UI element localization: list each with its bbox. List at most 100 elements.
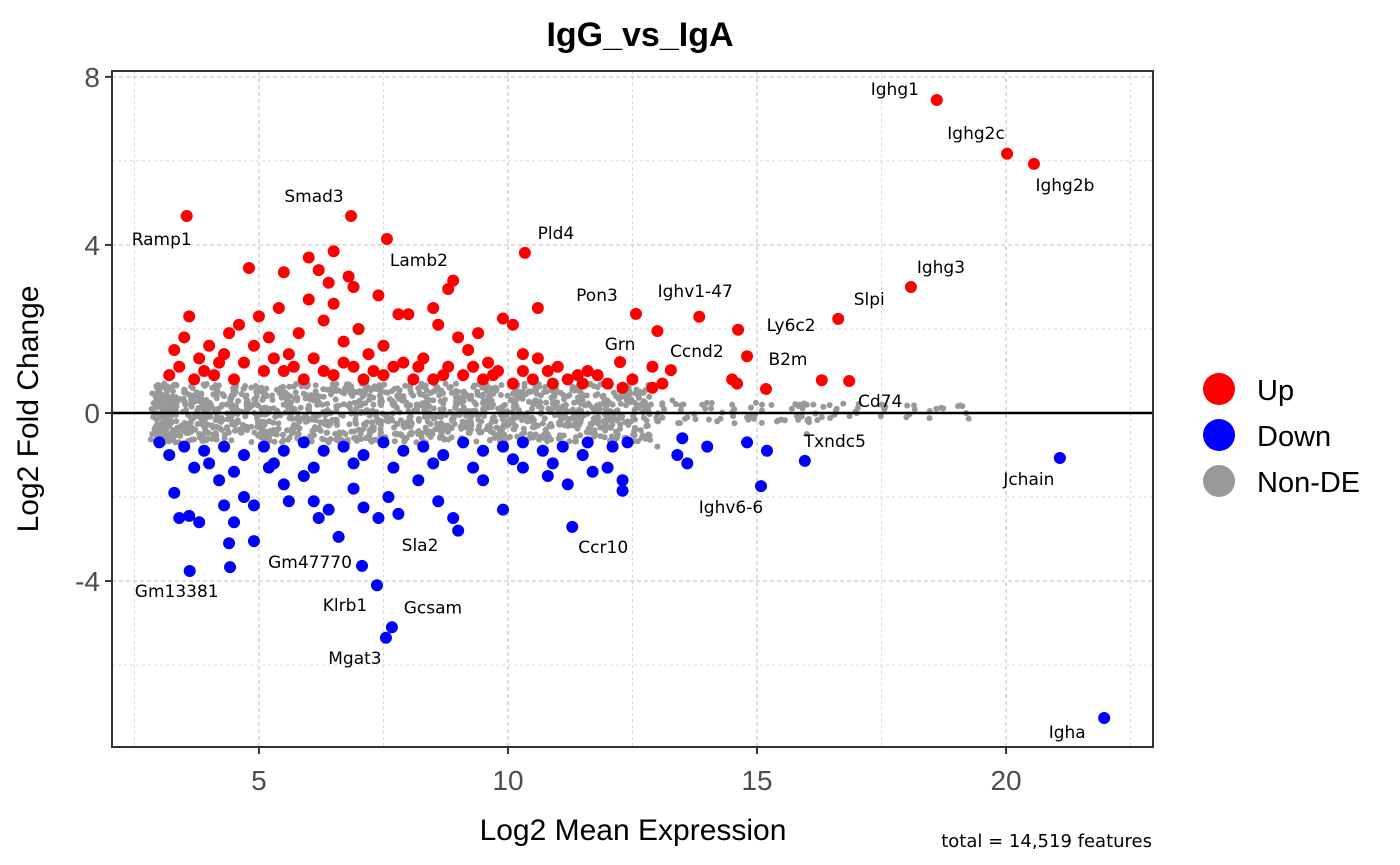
point-non-de <box>351 435 358 442</box>
point-non-de <box>153 397 160 404</box>
point-non-de <box>594 391 601 398</box>
point-non-de <box>290 405 297 412</box>
point-non-de <box>294 414 301 421</box>
point-non-de <box>333 387 340 394</box>
point-non-de <box>498 381 505 388</box>
point-non-de <box>203 397 210 404</box>
point-label: Ighg1 <box>871 80 919 100</box>
point-non-de <box>602 427 609 434</box>
point-down <box>556 440 569 453</box>
point-non-de <box>423 398 430 405</box>
point-label: Txndc5 <box>803 432 866 452</box>
point-non-de <box>285 399 292 406</box>
point-non-de <box>814 417 821 424</box>
point-up <box>482 356 495 369</box>
legend-swatch-non-de <box>1203 465 1235 497</box>
point-non-de <box>164 436 171 443</box>
point-up <box>447 274 460 287</box>
point-label: Ly6c2 <box>767 316 816 336</box>
point-up <box>576 377 589 390</box>
point-non-de <box>397 431 404 438</box>
point-non-de <box>312 388 319 395</box>
point-non-de <box>363 419 370 426</box>
point-down <box>332 530 345 543</box>
point-non-de <box>177 432 184 439</box>
point-non-de <box>758 419 765 426</box>
point-up <box>193 352 206 365</box>
point-non-de <box>442 380 449 387</box>
point-non-de <box>346 400 353 407</box>
point-non-de <box>362 400 369 407</box>
point-non-de <box>356 397 363 404</box>
point-non-de <box>729 401 736 408</box>
point-non-de <box>446 384 453 391</box>
point-up-labeled <box>732 323 745 336</box>
point-up <box>581 364 594 377</box>
point-non-de <box>476 423 483 430</box>
point-non-de <box>346 421 353 428</box>
point-up <box>252 310 265 323</box>
point-non-de <box>304 415 311 422</box>
point-non-de <box>260 419 267 426</box>
point-non-de <box>259 396 266 403</box>
point-non-de <box>366 384 373 391</box>
point-non-de <box>498 427 505 434</box>
point-non-de <box>181 399 188 406</box>
point-non-de <box>407 413 414 420</box>
point-non-de <box>669 397 676 404</box>
point-non-de <box>287 393 294 400</box>
point-non-de <box>564 419 571 426</box>
legend-swatch-down <box>1203 419 1235 451</box>
point-non-de <box>642 399 649 406</box>
point-non-de <box>241 385 248 392</box>
point-non-de <box>511 397 518 404</box>
point-down <box>606 440 619 453</box>
point-non-de <box>463 412 470 419</box>
point-down <box>347 482 360 495</box>
point-non-de <box>452 380 459 387</box>
point-up <box>302 251 315 264</box>
point-up <box>312 264 325 277</box>
point-up-labeled <box>930 93 943 106</box>
point-down <box>277 478 290 491</box>
point-non-de <box>275 425 282 432</box>
point-up <box>307 352 320 365</box>
point-non-de <box>457 423 464 430</box>
point-non-de <box>213 395 220 402</box>
y-tick-label: 4 <box>84 230 100 261</box>
point-non-de <box>366 428 373 435</box>
point-non-de <box>485 404 492 411</box>
point-label: Pon3 <box>576 286 618 306</box>
point-non-de <box>826 402 833 409</box>
point-non-de <box>340 389 347 396</box>
point-up <box>342 270 355 283</box>
point-non-de <box>248 438 255 445</box>
point-up <box>506 377 519 390</box>
point-up <box>257 364 270 377</box>
point-non-de <box>601 396 608 403</box>
x-tick-label: 15 <box>741 765 772 796</box>
point-non-de <box>794 413 801 420</box>
point-non-de <box>327 391 334 398</box>
point-up <box>242 262 255 275</box>
point-up <box>477 373 490 386</box>
point-non-de <box>160 382 167 389</box>
point-non-de <box>692 416 699 423</box>
point-non-de <box>846 413 853 420</box>
point-non-de <box>377 417 384 424</box>
point-up <box>452 331 465 344</box>
point-non-de <box>467 416 474 423</box>
point-non-de <box>213 436 220 443</box>
point-non-de <box>198 390 205 397</box>
point-non-de <box>285 436 292 443</box>
point-non-de <box>804 417 811 424</box>
point-non-de <box>432 426 439 433</box>
point-non-de <box>188 403 195 410</box>
point-down <box>257 440 270 453</box>
point-non-de <box>748 404 755 411</box>
point-non-de <box>681 415 688 422</box>
point-up <box>437 369 450 382</box>
point-non-de <box>262 391 269 398</box>
point-down-labeled <box>224 561 237 574</box>
point-up <box>173 360 186 373</box>
